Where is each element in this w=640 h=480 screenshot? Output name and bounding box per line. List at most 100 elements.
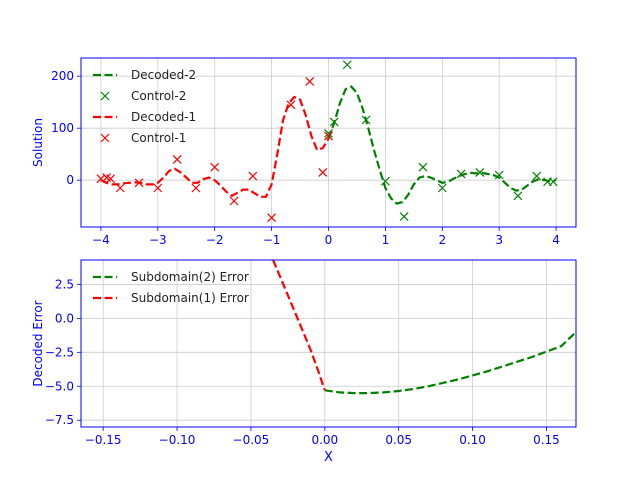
marker-control-2: [399, 212, 409, 222]
x-tick-label: −1: [263, 233, 281, 247]
bottom-panel-decoded-error: −0.15 −0.10 −0.05 0.00 0.05 0.10 0.15 −7.5 −5.0 −…: [31, 259, 577, 465]
marker-control-1: [134, 178, 144, 188]
marker-stroke: [342, 60, 352, 70]
marker-control-1: [305, 76, 315, 86]
x-tick-label: −3: [149, 233, 167, 247]
marker-stroke: [324, 128, 333, 138]
marker-stroke: [456, 169, 466, 179]
marker-stroke: [380, 176, 390, 186]
x-tick-label: −0.10: [159, 433, 196, 447]
marker-stroke: [318, 167, 328, 177]
marker-control-2: [342, 60, 352, 70]
x-tick-label: 4: [552, 233, 560, 247]
x-tick-label: −4: [92, 233, 110, 247]
marker-control-1: [210, 162, 220, 172]
marker-stroke: [329, 117, 339, 127]
marker-control-2: [532, 171, 542, 181]
marker-control-2: [437, 183, 447, 193]
y-axis-label: Decoded Error: [31, 300, 45, 386]
marker-stroke: [418, 162, 428, 172]
x-tick-label: −0.15: [85, 433, 122, 447]
marker-stroke: [96, 174, 106, 184]
marker-control-1: [172, 154, 182, 164]
marker-control-2: [513, 191, 523, 201]
y-tick-label: −5.0: [45, 379, 74, 393]
x-tick-label: 3: [495, 233, 503, 247]
marker-control-2: [418, 162, 428, 172]
marker-control-1: [318, 167, 328, 177]
marker-control-1: [229, 196, 239, 206]
marker-stroke: [172, 154, 182, 164]
marker-stroke: [191, 183, 201, 193]
y-tick-label: 0.0: [55, 311, 74, 325]
plot-area: [272, 260, 576, 395]
series-line-subdomain-2-error: [324, 331, 576, 395]
marker-stroke: [115, 183, 125, 193]
marker-control-2: [494, 170, 504, 180]
marker-stroke: [106, 174, 116, 184]
marker-stroke: [286, 100, 296, 110]
marker-stroke: [494, 170, 504, 180]
marker-control-2: [329, 117, 339, 127]
axes-frame: [80, 57, 577, 228]
marker-stroke: [513, 191, 523, 201]
y-tick-label: 2.5: [55, 277, 74, 291]
y-tick-label: 200: [51, 69, 74, 83]
marker-stroke: [437, 183, 447, 193]
marker-control-1: [267, 213, 277, 223]
marker-control-1: [115, 183, 125, 193]
legend-swatch-control-1: [100, 133, 110, 143]
legend-label-subdomain-2-error: Subdomain(2) Error: [131, 270, 249, 284]
marker-control-1: [248, 171, 258, 181]
y-tick-label: −7.5: [45, 413, 74, 427]
plot-area: [96, 60, 558, 223]
axes-frame: [80, 259, 577, 428]
y-tick-label: 0: [66, 173, 74, 187]
x-axis-label: X: [324, 450, 333, 465]
marker-control-2: [475, 167, 485, 177]
x-tick-label: 2: [438, 233, 446, 247]
x-tick-label: 0.05: [385, 433, 412, 447]
marker-stroke: [324, 131, 333, 141]
x-tick-label: 0.10: [459, 433, 486, 447]
legend-swatch-control-2: [100, 91, 110, 101]
legend: Decoded-2 Control-2 Decoded-1 Control-1: [93, 68, 196, 145]
series-line-decoded-2: [327, 85, 557, 205]
x-tick-label: 0: [325, 233, 333, 247]
marker-stroke: [210, 162, 220, 172]
marker-stroke: [399, 212, 409, 222]
x-tick-label: −0.05: [233, 433, 270, 447]
marker-control-1: [153, 183, 163, 193]
legend-label-decoded-2: Decoded-2: [131, 68, 196, 82]
y-tick-label: −2.5: [45, 345, 74, 359]
x-tick-label: 1: [382, 233, 390, 247]
y-axis-label: Solution: [31, 118, 45, 167]
x-tick-label: 0.15: [533, 433, 560, 447]
marker-control-2: [380, 176, 390, 186]
marker-stroke: [361, 115, 371, 125]
marker-stroke: [100, 91, 110, 101]
marker-control-1: [324, 131, 333, 141]
legend-label-control-2: Control-2: [131, 89, 186, 103]
legend-label-decoded-1: Decoded-1: [131, 110, 196, 124]
x-tick-label: −2: [206, 233, 224, 247]
top-panel-solution: −4 −3 −2 −1 0 1 2 3 4 0 100 200 Solution Decoded-2 Con…: [31, 57, 577, 247]
marker-stroke: [267, 213, 277, 223]
marker-stroke: [153, 183, 163, 193]
legend-label-subdomain-1-error: Subdomain(1) Error: [131, 291, 249, 305]
marker-stroke: [102, 173, 112, 183]
marker-stroke: [134, 178, 144, 188]
marker-stroke: [532, 171, 542, 181]
marker-control-2: [361, 115, 371, 125]
x-tick-label: 0.00: [311, 433, 338, 447]
y-tick-label: 100: [51, 121, 74, 135]
marker-stroke: [248, 171, 258, 181]
legend: Subdomain(2) Error Subdomain(1) Error: [93, 270, 249, 305]
marker-stroke: [229, 196, 239, 206]
marker-control-1: [106, 174, 116, 184]
marker-control-1: [286, 100, 296, 110]
marker-control-2: [548, 177, 558, 187]
marker-stroke: [100, 133, 110, 143]
